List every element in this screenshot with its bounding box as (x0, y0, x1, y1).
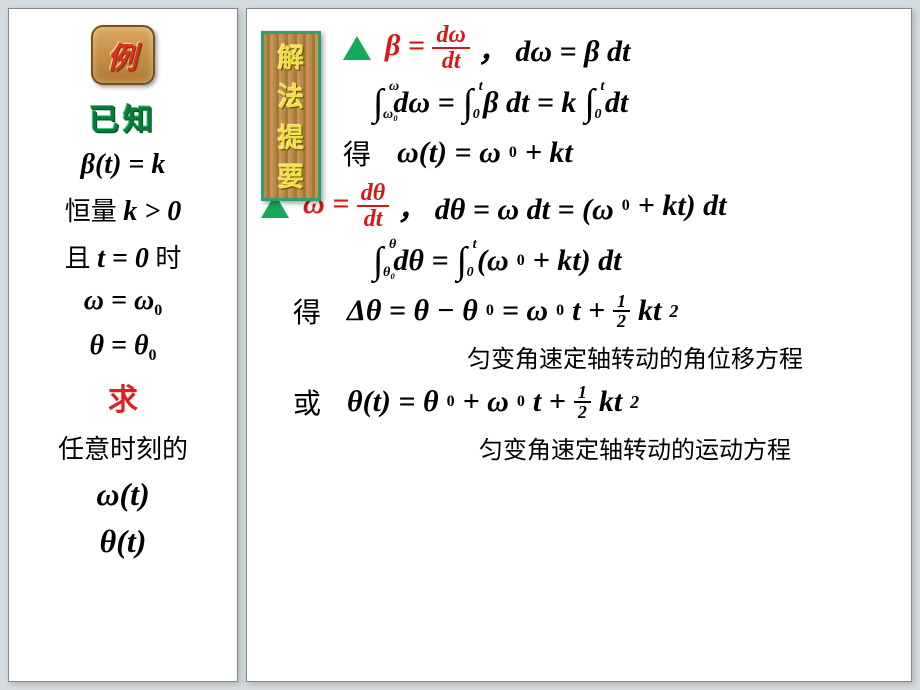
example-badge: 例 (91, 25, 155, 85)
sol-ch-2: 法 (278, 77, 304, 114)
eq-theta-t: 或 θ(t) = θ0 + ω0 t + 12 kt2 (293, 382, 897, 422)
known-label: 已知 (89, 95, 157, 139)
eq-beta-def: β = dωdt ， dω = β dt (343, 23, 897, 73)
solution-badge: 解 法 提 要 (261, 31, 321, 201)
eq-omega-def: ω = dθdt ， dθ = ω dt = (ω0 + kt) dt (261, 181, 897, 231)
t-zero: t = 0 (97, 243, 149, 274)
solution-panel: 解 法 提 要 β = dωdt ， dω = β dt ∫ωω₀ dω = ∫… (246, 8, 912, 682)
and-a: 且 (65, 244, 98, 273)
omega-of-t: ω(t) (96, 476, 149, 513)
constant-line: 恒量 k > 0 (65, 191, 181, 228)
note-displacement: 匀变角速定轴转动的角位移方程 (373, 339, 897, 374)
eq-integral-theta: ∫θθ₀ dθ = ∫t0 (ω0 + kt) dt (373, 239, 897, 283)
theta-of-t: θ(t) (100, 523, 147, 560)
solution-content: β = dωdt ， dω = β dt ∫ωω₀ dω = ∫t0 β dt … (343, 23, 897, 465)
anytime-text: 任意时刻的 (58, 429, 188, 466)
solve-label: 求 (108, 375, 138, 419)
eq-integral-omega: ∫ωω₀ dω = ∫t0 β dt = k ∫t0 dt (373, 81, 897, 125)
note-motion: 匀变角速定轴转动的运动方程 (373, 430, 897, 465)
const-math: k > 0 (123, 196, 181, 227)
eq-delta-theta: 得 Δθ = θ − θ0 = ω0 t + 12 kt2 (293, 291, 897, 331)
sol-ch-1: 解 (278, 38, 304, 75)
and-c: 时 (149, 244, 182, 273)
const-text: 恒量 (65, 197, 124, 226)
initial-cond-line: 且 t = 0 时 (65, 238, 182, 275)
sol-ch-3: 提 (278, 118, 304, 155)
beta-equation: β(t) = k (81, 149, 166, 181)
omega-init: ω = ω0 (84, 285, 162, 320)
theta-init: θ = θ0 (89, 330, 156, 365)
sol-ch-4: 要 (278, 157, 304, 194)
eq-omega-result: 得 ω(t) = ω0 + kt (343, 133, 897, 173)
triangle-marker-icon (343, 36, 371, 60)
given-panel: 例 已知 β(t) = k 恒量 k > 0 且 t = 0 时 ω = ω0 … (8, 8, 238, 682)
